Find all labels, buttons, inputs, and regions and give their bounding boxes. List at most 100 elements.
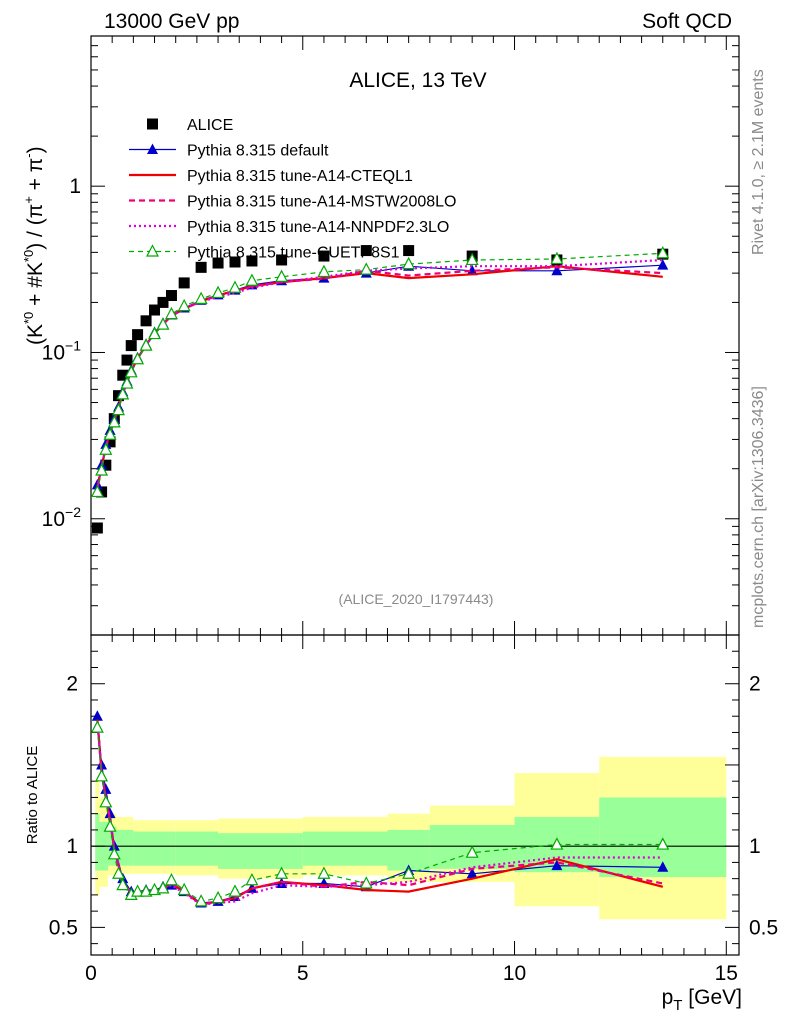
alice-point (276, 254, 288, 266)
legend-label-nnpdf: Pythia 8.315 tune-A14-NNPDF2.3LO (187, 219, 449, 236)
cuetp-point (359, 262, 373, 275)
cuetp-point (656, 245, 670, 259)
cuetp-point (656, 837, 670, 850)
cuetp-point (99, 795, 113, 808)
band-inner (218, 833, 303, 869)
cuetp-point (465, 845, 479, 858)
alice-point (229, 256, 241, 268)
legend-label-default: Pythia 8.315 default (187, 143, 329, 160)
default-point (100, 783, 112, 794)
cuetp-point (131, 351, 145, 365)
cuetp-point (116, 387, 130, 400)
band-inner (387, 829, 430, 871)
y-tick-label: 1 (69, 175, 81, 198)
ratio-frame (90, 634, 740, 956)
default-point (551, 859, 563, 871)
uncertainty-bands (95, 756, 727, 920)
header-right-label: Soft QCD (642, 10, 732, 33)
cuetp-point (177, 298, 191, 312)
alice-point (360, 245, 372, 257)
alice-point (132, 329, 144, 341)
cuetp-point (95, 463, 109, 476)
cuetp-point (194, 291, 208, 304)
legend-label-cteql1: Pythia 8.315 tune-A14-CTEQL1 (187, 168, 413, 185)
ratio-y-tick-label: 1 (66, 835, 78, 858)
cuetp-point (245, 872, 259, 886)
cuetp-point (275, 269, 289, 282)
x-tick-label: 10 (503, 962, 526, 985)
alice-point (318, 250, 330, 262)
legend-label-alice: ALICE (187, 117, 233, 134)
axes: 0 5 10 15 10−2 10−1 1 0.5 0.5 1 1 2 2 (42, 35, 778, 985)
alice-point (117, 369, 129, 381)
cuetp-point (156, 881, 170, 894)
cuetp-point (164, 872, 178, 886)
mcplots-label: mcplots.cern.ch [arXiv:1306.3436] (750, 386, 767, 628)
main-cteql1-line (96, 265, 663, 488)
ratio-y-tick-label: 2 (66, 673, 78, 696)
cuetp-point (103, 427, 117, 440)
default-point (104, 807, 116, 819)
alice-point (91, 522, 103, 534)
alice-point (246, 255, 258, 267)
x-axis-label: pT [GeV] (662, 986, 742, 1014)
default-point (466, 264, 478, 276)
cuetp-point (139, 338, 153, 351)
x-tick-label: 15 (715, 962, 738, 985)
band-inner (175, 831, 219, 866)
cuetp-point (550, 251, 564, 265)
cuetp-point (120, 376, 134, 389)
default-point (551, 264, 563, 276)
default-point (657, 259, 669, 270)
cuetp-point (177, 882, 191, 896)
y-tick-label: 10−2 (42, 504, 82, 531)
ratio-y-tick-label: 0.5 (49, 916, 78, 939)
cuetp-point (550, 837, 564, 850)
cuetp-point (90, 720, 104, 733)
cuetp-point (103, 819, 117, 832)
x-tick-label: 5 (297, 962, 309, 985)
cuetp-point (107, 415, 121, 428)
cuetp-point (211, 890, 225, 904)
cuetp-point (275, 866, 289, 879)
main-ylabel: (K*0 + #K*0) / (π+ + π-) (21, 146, 47, 345)
cuetp-point (112, 866, 126, 879)
alice-point (96, 486, 108, 498)
alice-point (157, 296, 169, 308)
rivet-version-label: Rivet 4.1.0, ≥ 2.1M events (750, 69, 767, 255)
default-point (91, 710, 103, 721)
default-point (657, 861, 669, 872)
legend: ALICE Pythia 8.315 default Pythia 8.315 tu… (129, 117, 456, 262)
cuetp-point (194, 894, 208, 907)
default-point (147, 143, 158, 154)
main-nnpdf-line (96, 258, 663, 488)
band-inner (302, 831, 388, 866)
cuetp-point (95, 769, 109, 782)
legend-label-cuetp: Pythia 8.315 tune-CUETP8S1 (187, 245, 400, 262)
ratio-y-tick-label-right: 2 (749, 673, 761, 696)
cuetp-point (148, 326, 162, 340)
legend-label-mstw: Pythia 8.315 tune-A14-MSTW2008LO (187, 194, 456, 211)
cuetp-point (116, 877, 130, 891)
cuetp-point (317, 264, 331, 278)
ratio-y-tick-label-right: 1 (749, 835, 761, 858)
default-point (466, 867, 478, 879)
alice-point (149, 304, 161, 316)
alice-point (403, 245, 415, 257)
cuetp-point (359, 876, 373, 889)
alice-point (140, 315, 152, 327)
alice-point (100, 459, 112, 471)
cuetp-point (317, 866, 331, 879)
x-tick-label: 0 (85, 962, 97, 985)
ratio-y-tick-label-right: 0.5 (749, 916, 778, 939)
cuetp-point (148, 882, 162, 896)
alice-point (104, 436, 116, 448)
cuetp-point (107, 846, 121, 860)
main-mstw-line (96, 266, 663, 488)
cuetp-point (124, 364, 138, 378)
cuetp-point (156, 317, 170, 330)
alice-point (121, 354, 133, 366)
cuetp-point (146, 244, 159, 257)
plot-title: ALICE, 13 TeV (349, 69, 486, 92)
